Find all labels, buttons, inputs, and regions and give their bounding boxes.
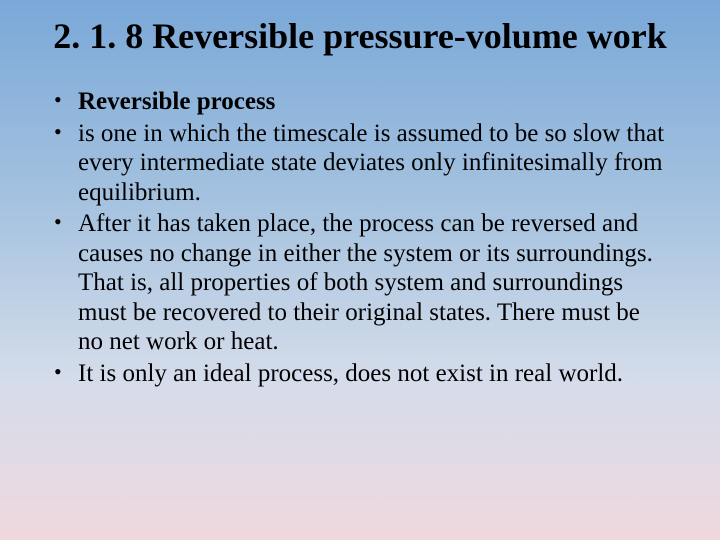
slide-container: 2. 1. 8 Reversible pressure-volume work … <box>0 0 720 410</box>
bullet-item: is one in which the timescale is assumed… <box>78 119 670 208</box>
bullet-text: Reversible process <box>78 88 275 115</box>
bullet-item: It is only an ideal process, does not ex… <box>78 359 670 389</box>
bullet-text: is one in which the timescale is assumed… <box>78 120 664 206</box>
bullet-text: It is only an ideal process, does not ex… <box>78 360 623 387</box>
slide-title: 2. 1. 8 Reversible pressure-volume work <box>50 16 670 57</box>
bullet-item: Reversible process <box>78 87 670 117</box>
bullet-item: After it has taken place, the process ca… <box>78 209 670 357</box>
bullet-list: Reversible process is one in which the t… <box>50 87 670 388</box>
bullet-text: After it has taken place, the process ca… <box>78 210 653 355</box>
